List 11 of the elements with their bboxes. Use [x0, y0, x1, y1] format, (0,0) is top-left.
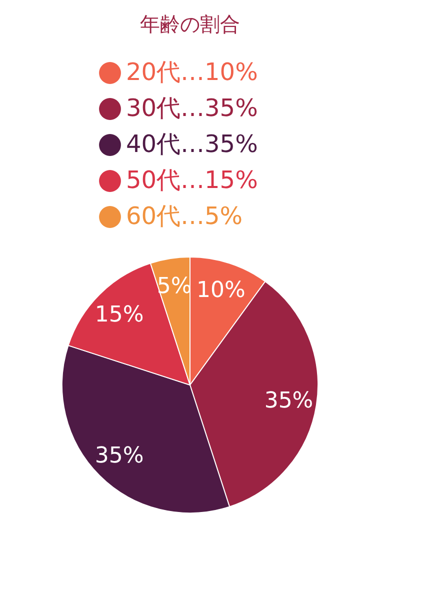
legend-label: 30代…35% [126, 94, 258, 122]
legend-label: 60代…5% [126, 202, 243, 230]
legend-label: 50代…15% [126, 166, 258, 194]
data-label: 35% [264, 388, 314, 414]
data-label: 10% [196, 278, 246, 303]
legend-label: 40代…35% [126, 130, 258, 158]
data-label: 35% [94, 444, 144, 469]
chart-title: 年齢の割合 [140, 12, 240, 36]
legend-label: 20代…10% [126, 58, 258, 86]
data-label: 15% [94, 302, 144, 328]
data-label: 5% [156, 274, 192, 300]
